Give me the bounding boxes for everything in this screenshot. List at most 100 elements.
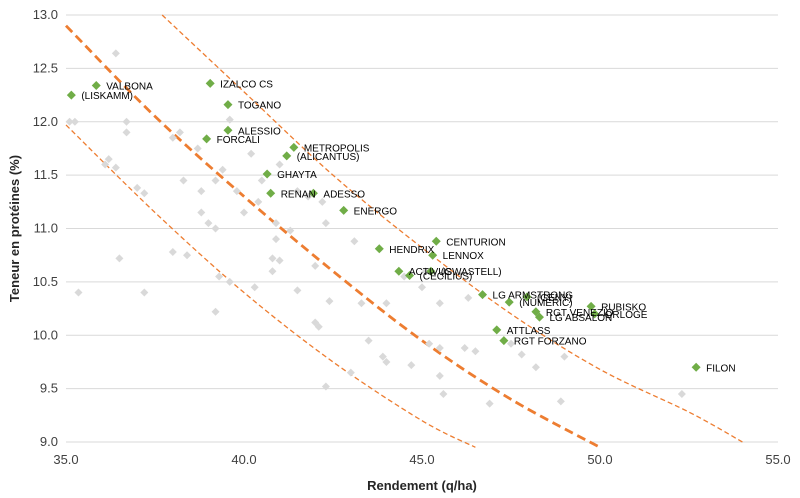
variety-point <box>282 151 292 161</box>
background-point <box>293 187 302 196</box>
variety-point <box>499 336 509 346</box>
y-axis-title: Teneur en protéines (%) <box>7 155 22 302</box>
variety-point <box>534 312 544 322</box>
variety-point <box>426 266 436 276</box>
background-point <box>250 283 259 292</box>
background-point <box>104 155 113 164</box>
background-point <box>183 251 192 260</box>
x-tick-label: 50.0 <box>587 452 612 467</box>
variety-point <box>266 188 276 198</box>
background-point <box>350 237 359 246</box>
background-point <box>211 224 220 233</box>
variety-point <box>91 80 101 90</box>
variety-label: ACTIVUS <box>409 267 453 278</box>
background-point <box>168 247 177 256</box>
variety-label: (LISKAMM) <box>81 91 133 102</box>
background-point <box>418 283 426 292</box>
y-tick-label: 10.0 <box>33 327 58 342</box>
trend-line-bound <box>65 124 476 448</box>
background-point <box>247 149 256 158</box>
background-point <box>133 183 142 192</box>
variety-point <box>590 309 600 319</box>
background-points <box>65 49 686 408</box>
background-point <box>168 133 177 142</box>
x-tick-label: 40.0 <box>231 452 256 467</box>
background-point <box>314 322 323 331</box>
variety-point <box>339 205 349 215</box>
background-point <box>101 160 110 169</box>
variety-label: FORCALI <box>217 135 260 146</box>
background-point <box>70 117 79 126</box>
background-point <box>215 272 224 281</box>
background-point <box>435 344 444 353</box>
y-tick-label: 9.5 <box>40 381 58 396</box>
variety-label: (NUMERIC) <box>519 298 572 309</box>
background-point <box>435 371 444 380</box>
variety-point <box>374 244 384 254</box>
variety-label: RGT VENEZIO <box>546 308 614 319</box>
x-tick-label: 35.0 <box>53 452 78 467</box>
background-point <box>275 256 284 265</box>
variety-point <box>492 325 502 335</box>
variety-point <box>431 236 441 246</box>
variety-label: (GENY) <box>537 293 572 304</box>
background-point <box>232 187 241 196</box>
variety-label: RENAN <box>281 189 316 200</box>
variety-label: (ALICANTUS) <box>297 152 360 163</box>
variety-label: CENTURION <box>446 237 505 248</box>
background-point <box>364 336 373 345</box>
variety-label: IZALCO CS <box>220 79 273 90</box>
background-point <box>115 254 124 263</box>
variety-label: RUBISKO <box>601 302 646 313</box>
variety-label: LG ARMSTRONG <box>493 291 574 302</box>
variety-labels: VALBONA(LISKAMM) IZALCO CS TOGANO ALESSIOFO… <box>81 79 735 374</box>
variety-label: (GWASTELL) <box>441 267 502 278</box>
variety-label: VALBONA <box>106 81 153 92</box>
gridlines <box>66 14 778 443</box>
background-point <box>257 176 266 185</box>
y-tick-label: 13.0 <box>33 7 58 22</box>
background-point <box>439 389 448 398</box>
y-tick-label: 11.0 <box>34 221 58 236</box>
background-point <box>304 192 313 201</box>
background-point <box>507 339 515 348</box>
background-point <box>531 363 540 372</box>
variety-point <box>478 290 488 300</box>
variety-point <box>504 297 514 307</box>
y-tick-label: 12.0 <box>33 114 58 129</box>
background-point <box>325 297 334 306</box>
background-point <box>321 219 330 228</box>
variety-point <box>522 292 532 302</box>
background-point <box>111 49 120 58</box>
variety-point <box>586 301 596 311</box>
background-point <box>204 219 213 228</box>
background-point <box>122 117 131 126</box>
background-point <box>211 307 220 316</box>
background-point <box>275 160 284 169</box>
variety-point <box>394 266 404 276</box>
variety-point <box>405 270 415 280</box>
variety-label: METROPOLIS <box>304 143 370 154</box>
background-point <box>225 277 234 286</box>
background-point <box>378 352 387 361</box>
background-point <box>460 344 469 353</box>
background-point <box>464 293 473 302</box>
background-point <box>218 165 227 174</box>
background-point <box>268 267 277 276</box>
background-point <box>485 399 494 408</box>
background-point <box>111 163 120 172</box>
variety-label: (CECILIUS) <box>420 271 473 282</box>
variety-point <box>289 142 299 152</box>
variety-label: ALESSIO <box>238 126 281 137</box>
trend-line-bound <box>161 14 743 443</box>
variety-point <box>691 362 701 372</box>
background-point <box>407 361 416 370</box>
variety-point <box>66 90 76 100</box>
background-point <box>140 288 149 297</box>
background-point <box>357 299 366 308</box>
background-point <box>197 187 206 196</box>
background-point <box>140 189 149 198</box>
background-point <box>286 226 295 235</box>
variety-label: LENNOX <box>443 251 484 262</box>
background-point <box>421 267 430 276</box>
